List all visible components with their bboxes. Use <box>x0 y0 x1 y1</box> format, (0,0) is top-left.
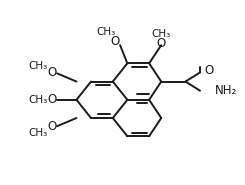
Text: NH₂: NH₂ <box>215 84 237 97</box>
Text: O: O <box>48 66 57 79</box>
Text: CH₃: CH₃ <box>152 29 171 39</box>
Text: CH₃: CH₃ <box>96 27 115 37</box>
Text: O: O <box>157 37 166 50</box>
Text: O: O <box>110 35 120 48</box>
Text: CH₃: CH₃ <box>28 128 47 138</box>
Text: O: O <box>48 120 57 133</box>
Text: CH₃: CH₃ <box>28 95 47 105</box>
Text: O: O <box>48 93 57 106</box>
Text: CH₃: CH₃ <box>28 61 47 71</box>
Text: O: O <box>205 64 214 77</box>
